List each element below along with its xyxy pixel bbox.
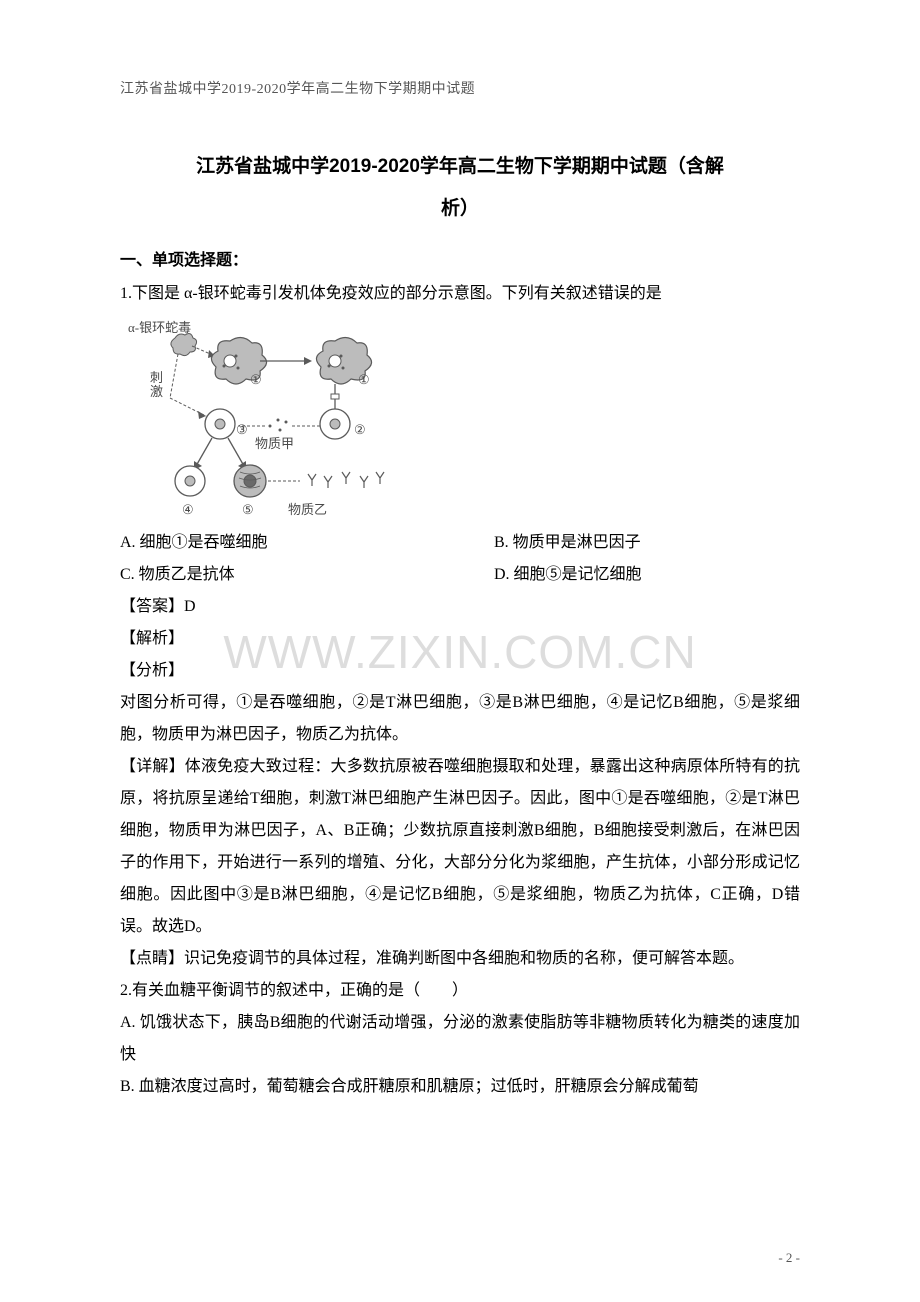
q1-fenxi-label: 【分析】 — [120, 655, 800, 687]
q1-stem: 1.下图是 α-银环蛇毒引发机体免疫效应的部分示意图。下列有关叙述错误的是 — [120, 278, 800, 310]
q1-option-d: D. 细胞⑤是记忆细胞 — [494, 559, 800, 591]
svg-text:④: ④ — [182, 502, 194, 517]
svg-text:物质甲: 物质甲 — [255, 436, 294, 451]
q1-option-b: B. 物质甲是淋巴因子 — [494, 527, 800, 559]
svg-text:α-银环蛇毒: α-银环蛇毒 — [128, 320, 191, 335]
q1-options: A. 细胞①是吞噬细胞 B. 物质甲是淋巴因子 C. 物质乙是抗体 D. 细胞⑤… — [120, 527, 800, 591]
q1-parse-label: 【解析】 — [120, 623, 800, 655]
q1-option-a: A. 细胞①是吞噬细胞 — [120, 527, 494, 559]
svg-text:①: ① — [358, 372, 370, 387]
q2-option-a: A. 饥饿状态下，胰岛B细胞的代谢活动增强，分泌的激素使脂肪等非糖物质转化为糖类… — [120, 1007, 800, 1071]
page-content: 江苏省盐城中学2019-2020学年高二生物下学期期中试题 江苏省盐城中学201… — [0, 0, 920, 1103]
svg-text:⑤: ⑤ — [242, 502, 254, 517]
page-number: - 2 - — [778, 1250, 800, 1266]
svg-text:刺: 刺 — [150, 370, 163, 385]
svg-text:③: ③ — [236, 422, 248, 437]
q1-answer: 【答案】D — [120, 591, 800, 623]
document-title: 江苏省盐城中学2019-2020学年高二生物下学期期中试题（含解 析） — [120, 146, 800, 230]
svg-text:②: ② — [354, 422, 366, 437]
svg-text:激: 激 — [150, 384, 163, 399]
section-1-label: 一、单项选择题： — [120, 246, 800, 270]
title-line-1: 江苏省盐城中学2019-2020学年高二生物下学期期中试题（含解 — [196, 156, 724, 177]
q1-figure: α-银环蛇毒 刺 激 ① ① — [120, 316, 800, 521]
q1-option-c: C. 物质乙是抗体 — [120, 559, 494, 591]
q1-detail-text: 【详解】体液免疫大致过程：大多数抗原被吞噬细胞摄取和处理，暴露出这种病原体所特有… — [120, 751, 800, 943]
running-header: 江苏省盐城中学2019-2020学年高二生物下学期期中试题 — [120, 78, 800, 98]
q1-point-text: 【点睛】识记免疫调节的具体过程，准确判断图中各细胞和物质的名称，便可解答本题。 — [120, 943, 800, 975]
q2-stem: 2.有关血糖平衡调节的叙述中，正确的是（ ） — [120, 975, 800, 1007]
title-line-2: 析） — [441, 198, 479, 219]
svg-text:物质乙: 物质乙 — [288, 502, 327, 517]
svg-text:①: ① — [250, 372, 262, 387]
q2-option-b-partial: B. 血糖浓度过高时，葡萄糖会合成肝糖原和肌糖原；过低时，肝糖原会分解成葡萄 — [120, 1071, 800, 1103]
q1-fenxi-text: 对图分析可得，①是吞噬细胞，②是T淋巴细胞，③是B淋巴细胞，④是记忆B细胞，⑤是… — [120, 687, 800, 751]
